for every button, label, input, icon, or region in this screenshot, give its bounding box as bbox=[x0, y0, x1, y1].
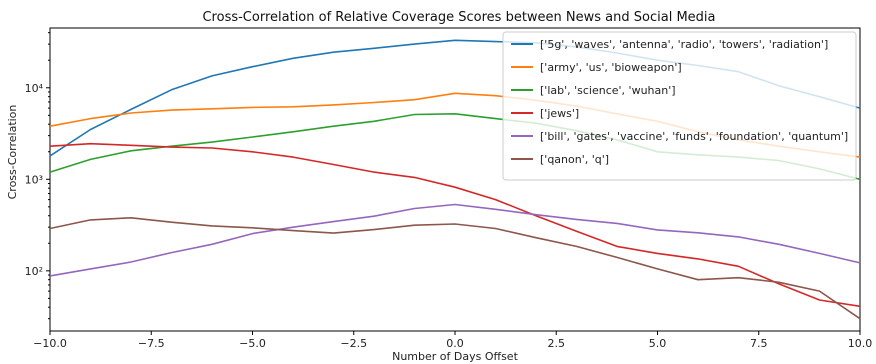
chart-title: Cross-Correlation of Relative Coverage S… bbox=[202, 10, 715, 25]
x-tick-label: −2.5 bbox=[340, 337, 367, 350]
legend-entry: ['qanon', 'q'] bbox=[540, 153, 609, 166]
series-line-3 bbox=[49, 142, 861, 308]
x-tick-label: 0.0 bbox=[446, 337, 464, 350]
y-tick-label: 10⁴ bbox=[25, 82, 44, 95]
x-tick-label: 7.5 bbox=[750, 337, 768, 350]
legend-entry: ['bill', 'gates', 'vaccine', 'funds', 'f… bbox=[540, 130, 848, 143]
series-line-5 bbox=[49, 217, 861, 320]
x-tick-label: 5.0 bbox=[649, 337, 667, 350]
x-tick-label: −10.0 bbox=[33, 337, 67, 350]
legend-frame bbox=[502, 31, 857, 181]
x-tick-label: 2.5 bbox=[548, 337, 566, 350]
y-axis-label: Cross-Correlation bbox=[6, 105, 19, 200]
x-axis-label: Number of Days Offset bbox=[392, 350, 518, 363]
series-line-4 bbox=[49, 203, 861, 277]
x-tick-label: −7.5 bbox=[138, 337, 165, 350]
legend-entry: ['lab', 'science', 'wuhan'] bbox=[540, 84, 676, 97]
legend-entry: ['5g', 'waves', 'antenna', 'radio', 'tow… bbox=[540, 38, 828, 51]
y-axis: 10² 10³ 10⁴ bbox=[25, 32, 50, 320]
legend-entry: ['army', 'us', 'bioweapon'] bbox=[540, 61, 682, 74]
y-tick-label: 10² bbox=[25, 265, 43, 278]
x-axis: −10.0 −7.5 −5.0 −2.5 0.0 2.5 5.0 7.5 10.0 bbox=[33, 331, 872, 350]
legend-entry: ['jews'] bbox=[540, 107, 579, 120]
y-tick-label: 10³ bbox=[25, 173, 43, 186]
x-tick-label: −5.0 bbox=[239, 337, 266, 350]
legend: ['5g', 'waves', 'antenna', 'radio', 'tow… bbox=[502, 31, 857, 181]
x-tick-label: 10.0 bbox=[848, 337, 873, 350]
